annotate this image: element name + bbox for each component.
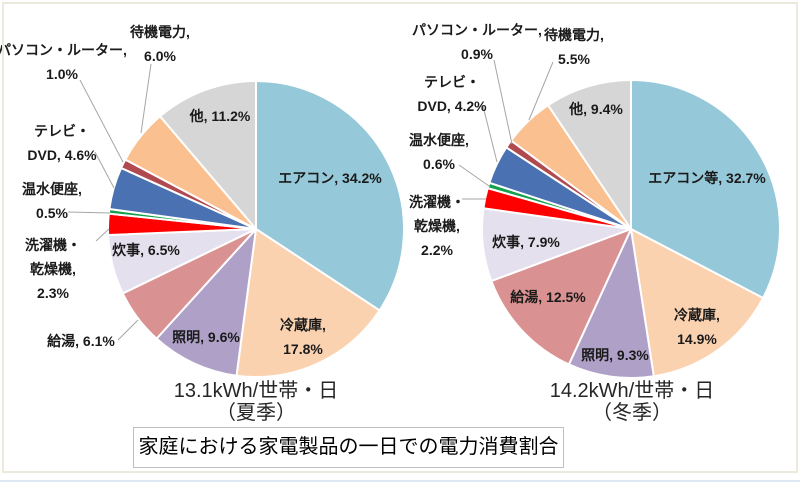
slice-label-line: 乾燥機, (414, 218, 460, 234)
summer-caption-line1: 13.1kWh/世帯・日 (173, 380, 339, 402)
summer-caption-line2: （夏季） (216, 402, 296, 424)
leader-line-summer-hot-water (117, 319, 139, 341)
slice-label-line: 冷蔵庫, (280, 317, 326, 333)
pie-slice-winter-air-conditioner (630, 79, 781, 300)
slice-label-summer-pc-router: パソコン・ルーター, 1.0% (0, 38, 127, 86)
slice-label-line: 2.2% (421, 242, 453, 258)
leader-line-winter-pc-router (493, 59, 513, 145)
slice-label-line: 6.0% (144, 48, 176, 64)
leader-line-summer-washer-dryer (95, 228, 110, 242)
slice-label-line: 給湯, 12.5% (510, 289, 586, 305)
slice-label-line: テレビ・ (424, 74, 480, 90)
slice-label-winter-tv-dvd: テレビ・ DVD, 4.2% (417, 70, 486, 118)
slice-label-line: DVD, 4.2% (417, 98, 487, 114)
leader-line-summer-standby-power (140, 63, 152, 134)
slice-label-line: 炊事, 7.9% (492, 234, 560, 250)
leader-line-summer-pc-router (79, 79, 124, 163)
leader-line-winter-heated-toilet-seat (458, 164, 490, 187)
bottom-edge-strip (0, 480, 800, 482)
slice-label-line: 温水便座, (409, 132, 469, 148)
pie-slice-winter-hot-water (490, 228, 632, 366)
slice-label-summer-lighting: 照明, 9.6% (172, 325, 240, 349)
slice-label-summer-air-conditioner: エアコン, 34.2% (278, 166, 381, 190)
slice-label-winter-washer-dryer: 洗濯機・乾燥機, 2.2% (409, 190, 465, 262)
slice-label-winter-cooking: 炊事, 7.9% (492, 230, 560, 254)
slice-label-line: 洗濯機・ (409, 194, 465, 210)
slice-label-line: 14.9% (677, 331, 717, 347)
slice-label-line: 照明, 9.6% (172, 329, 240, 345)
slice-label-line: パソコン・ルーター, (0, 42, 127, 58)
pie-slice-summer-refrigerator (235, 228, 381, 379)
slice-label-winter-standby-power: 待機電力, 5.5% (544, 23, 604, 71)
leader-line-summer-tv-dvd (94, 151, 115, 189)
slice-label-line: 2.3% (37, 285, 69, 301)
slice-label-line: テレビ・ (34, 123, 90, 139)
leader-line-winter-tv-dvd (482, 105, 498, 163)
winter-caption: 14.2kWh/世帯・日 （冬季） (472, 380, 792, 424)
slice-label-line: 冷蔵庫, (674, 307, 720, 323)
slice-label-line: 炊事, 6.5% (112, 242, 180, 258)
slice-label-line: エアコン, 34.2% (278, 170, 382, 186)
pie-slice-winter-other (547, 79, 632, 230)
chart-title: 家庭における家電製品の一日での電力消費割合 (138, 436, 559, 458)
slice-label-line: 給湯, 6.1% (47, 333, 115, 349)
slice-label-line: 0.6% (423, 156, 455, 172)
slice-label-line: 他, 11.2% (189, 108, 251, 124)
slice-label-winter-heated-toilet-seat: 温水便座, 0.6% (409, 128, 469, 176)
pie-slice-summer-other (159, 80, 257, 230)
pie-slice-winter-refrigerator (630, 228, 765, 378)
slice-label-line: 待機電力, (130, 24, 190, 40)
slice-label-summer-washer-dryer: 洗濯機・乾燥機, 2.3% (25, 233, 81, 305)
leader-line-summer-heated-toilet-seat (67, 211, 111, 214)
slice-label-line: 0.9% (461, 46, 493, 62)
slice-label-line: 5.5% (558, 51, 590, 67)
slice-label-summer-heated-toilet-seat: 温水便座, 0.5% (22, 177, 82, 225)
slice-label-winter-refrigerator: 冷蔵庫, 14.9% (674, 303, 720, 351)
slice-label-line: DVD, 4.6% (27, 147, 97, 163)
pie-slice-summer-lighting (155, 228, 257, 377)
chart-title-box: 家庭における家電製品の一日での電力消費割合 (133, 427, 564, 468)
slice-label-line: パソコン・ルーター, (412, 22, 542, 38)
pie-slice-winter-lighting (567, 228, 655, 379)
slice-label-line: 17.8% (283, 341, 323, 357)
slice-label-summer-hot-water: 給湯, 6.1% (47, 329, 115, 353)
slice-label-winter-hot-water: 給湯, 12.5% (510, 285, 585, 309)
slice-label-summer-cooking: 炊事, 6.5% (112, 238, 180, 262)
winter-caption-line2: （冬季） (592, 402, 672, 424)
slice-label-line: 1.0% (46, 66, 78, 82)
slice-label-summer-standby-power: 待機電力, 6.0% (130, 20, 190, 68)
leader-line-winter-standby-power (528, 61, 554, 121)
slice-label-winter-air-conditioner: エアコン等, 32.7% (648, 166, 765, 190)
slice-label-line: 0.5% (36, 205, 68, 221)
slice-label-summer-other: 他, 11.2% (190, 104, 251, 128)
winter-caption-line1: 14.2kWh/世帯・日 (549, 380, 715, 402)
slice-label-line: 乾燥機, (30, 261, 76, 277)
slice-label-winter-lighting: 照明, 9.3% (581, 343, 649, 367)
slice-label-line: 洗濯機・ (25, 237, 81, 253)
slice-label-line: 照明, 9.3% (581, 347, 649, 363)
slice-label-line: エアコン等, 32.7% (648, 170, 766, 186)
slice-label-line: 待機電力, (544, 27, 604, 43)
summer-caption: 13.1kWh/世帯・日 （夏季） (96, 380, 416, 424)
slice-label-summer-refrigerator: 冷蔵庫, 17.8% (280, 313, 326, 361)
slice-label-line: 他, 9.4% (569, 101, 623, 117)
slice-label-winter-pc-router: パソコン・ルーター, 0.9% (412, 18, 542, 66)
slice-label-line: 温水便座, (22, 181, 82, 197)
slice-label-summer-tv-dvd: テレビ・ DVD, 4.6% (27, 119, 96, 167)
slice-label-winter-other: 他, 9.4% (569, 97, 623, 121)
